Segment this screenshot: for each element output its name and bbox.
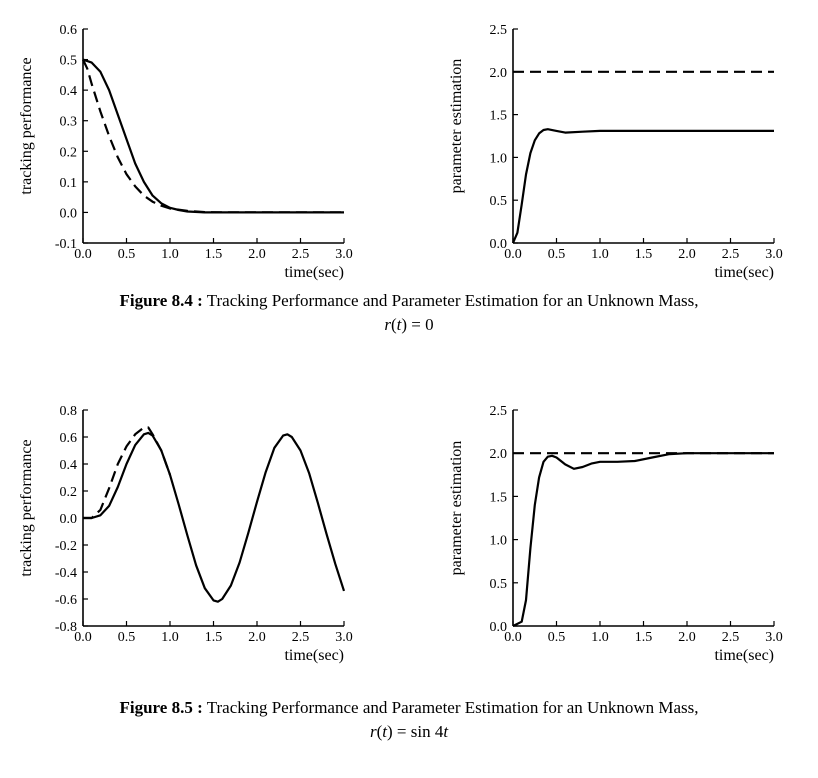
chart-8-4-left-x-tick-label: 0.0 bbox=[74, 247, 92, 262]
chart-8-5-right-x-tick-label: 0.5 bbox=[548, 630, 566, 645]
chart-8-4-right-y-tick-label: 0.0 bbox=[490, 237, 508, 252]
chart-8-5-left-x-tick-label: 2.0 bbox=[248, 630, 266, 645]
chart-8-5-right-y-tick-label: 1.5 bbox=[490, 490, 508, 505]
figure-8-5-eq-arg: t bbox=[382, 722, 387, 741]
chart-8-5-right-y-tick-label: 0.0 bbox=[490, 620, 508, 635]
figure-8-5-eq-tail: t bbox=[443, 722, 449, 741]
chart-8-4-right-y-tick-label: 0.5 bbox=[490, 194, 508, 209]
chart-8-4-left-x-tick-label: 1.5 bbox=[205, 247, 223, 262]
chart-8-5-right: 0.0 0.5 1.0 1.5 2.0 2.5 3.0 0.0 0.5 1.0 1.5 2.0 2.5 t… bbox=[448, 404, 783, 664]
chart-8-4-right-y-tick-label: 1.0 bbox=[490, 151, 508, 166]
chart-8-5-left-series-solid bbox=[83, 431, 346, 603]
chart-8-4-left-x-tick-label: 2.5 bbox=[292, 247, 310, 262]
chart-8-4-left-x-tick-label: 2.0 bbox=[248, 247, 266, 262]
chart-8-4-right-x-tick-label: 2.5 bbox=[722, 247, 740, 262]
chart-8-5-right-x-tick-label: 1.0 bbox=[591, 630, 609, 645]
figure-8-4-eq-arg: t bbox=[396, 315, 402, 334]
figure-8-4-eq-rhs: = 0 bbox=[407, 315, 434, 334]
chart-8-4-left-y-tick-label: 0.3 bbox=[60, 115, 78, 130]
chart-8-4-left-y-tick-label: 0.5 bbox=[60, 54, 78, 69]
figure-8-5-label: Figure 8.5 : bbox=[119, 698, 203, 717]
chart-8-5-left-x-tick-label: 3.0 bbox=[335, 630, 353, 645]
chart-8-5-right-y-tick-label: 2.0 bbox=[490, 447, 508, 462]
chart-8-5-left-x-tick-label: 0.5 bbox=[118, 630, 136, 645]
chart-8-4-left-x-tick-label: 0.5 bbox=[118, 247, 136, 262]
chart-8-4-right-x-axis-label: time(sec) bbox=[714, 264, 774, 281]
chart-8-4-right-x-tick-label: 3.0 bbox=[765, 247, 783, 262]
chart-8-4-right-x-tick-label: 2.0 bbox=[678, 247, 696, 262]
chart-8-4-right-y-tick-label: 2.0 bbox=[490, 66, 508, 81]
chart-8-4-right-x-tick-label: 1.5 bbox=[635, 247, 653, 262]
figure-8-4-equation: r(t) = 0 bbox=[384, 315, 434, 334]
chart-8-4-left-x-tick-label: 1.0 bbox=[161, 247, 179, 262]
chart-8-5-left-x-tick-label: 2.5 bbox=[292, 630, 310, 645]
chart-8-4-left-y-tick-label: 0.6 bbox=[60, 23, 78, 38]
chart-8-4-left-series-solid bbox=[82, 58, 344, 214]
chart-8-4-left-y-tick-label: -0.1 bbox=[55, 237, 77, 252]
chart-8-5-left-y-tick-label: -0.4 bbox=[55, 566, 77, 581]
figure-8-4-label: Figure 8.4 : bbox=[119, 291, 203, 310]
chart-8-5-right-x-tick-label: 2.0 bbox=[678, 630, 696, 645]
chart-8-4-right-y-axis-label: parameter estimation bbox=[448, 59, 465, 194]
figure-8-4-caption: Figure 8.4 : Tracking Performance and Pa… bbox=[0, 290, 818, 312]
chart-8-5-left-x-tick-label: 1.0 bbox=[161, 630, 179, 645]
chart-8-5-left-y-tick-label: -0.2 bbox=[55, 539, 77, 554]
chart-8-5-left-x-tick-label: 1.5 bbox=[205, 630, 223, 645]
chart-8-5-right-x-tick-label: 1.5 bbox=[635, 630, 653, 645]
chart-8-4-right-x-tick-label: 0.0 bbox=[504, 247, 522, 262]
figure-8-5-eq-var: r bbox=[369, 722, 377, 741]
chart-8-4-right-x-tick-label: 1.0 bbox=[591, 247, 609, 262]
chart-8-5-right-y-tick-label: 0.5 bbox=[490, 577, 508, 592]
chart-8-5-left-y-tick-label: -0.8 bbox=[55, 620, 77, 635]
figure-8-5-caption: Figure 8.5 : Tracking Performance and Pa… bbox=[0, 697, 818, 719]
chart-8-5-left-y-tick-label: 0.4 bbox=[60, 458, 78, 473]
chart-8-4-left: 0.0 0.5 1.0 1.5 2.0 2.5 3.0-0.10.00.10.20.30.4… bbox=[18, 23, 353, 281]
chart-8-5-left-x-tick-label: 0.0 bbox=[74, 630, 92, 645]
chart-8-5-left-y-tick-label: -0.6 bbox=[55, 593, 77, 608]
figure-8-4-caption-text: Tracking Performance and Parameter Estim… bbox=[202, 291, 699, 310]
figure-8-4-eq-var: r bbox=[384, 315, 391, 334]
chart-8-5-right-x-tick-label: 3.0 bbox=[765, 630, 783, 645]
chart-8-5-left-y-axis-label: tracking performance bbox=[18, 439, 35, 576]
chart-8-4-left-y-tick-label: 0.0 bbox=[60, 206, 78, 221]
chart-8-5-right-y-tick-label: 2.5 bbox=[490, 404, 508, 419]
figure-8-5-caption-text: Tracking Performance and Parameter Estim… bbox=[202, 698, 699, 717]
chart-8-5-left-y-tick-label: 0.0 bbox=[60, 512, 78, 527]
chart-8-4-left-x-axis-label: time(sec) bbox=[284, 264, 344, 281]
chart-8-5-right-x-tick-label: 2.5 bbox=[722, 630, 740, 645]
chart-8-4-right-x-tick-label: 0.5 bbox=[548, 247, 566, 262]
chart-8-4-right-y-tick-label: 2.5 bbox=[490, 23, 508, 38]
chart-8-4-right: 0.0 0.5 1.0 1.5 2.0 2.5 3.0 0.0 0.5 1.0 1.5 2.0 2.5 t… bbox=[448, 23, 783, 281]
chart-8-4-left-y-tick-label: 0.1 bbox=[60, 176, 78, 191]
figure-8-5-eq-rhs: = sin 4 bbox=[392, 722, 444, 741]
chart-8-5-left-y-tick-label: 0.6 bbox=[60, 431, 78, 446]
chart-8-5-left-x-axis-label: time(sec) bbox=[284, 647, 344, 664]
chart-8-4-left-x-tick-label: 3.0 bbox=[335, 247, 353, 262]
chart-8-4-right-y-tick-label: 1.5 bbox=[490, 109, 508, 124]
chart-8-5-left: 0.0 0.5 1.0 1.5 2.0 2.5 3.0 -0.8 -0.6 -0.4 -0.2 0.0… bbox=[18, 404, 353, 664]
chart-8-4-left-y-tick-label: 0.2 bbox=[60, 145, 78, 160]
chart-8-5-left-y-tick-label: 0.8 bbox=[60, 404, 78, 419]
chart-8-4-left-series-dashed bbox=[82, 59, 344, 214]
chart-8-4-left-y-tick-label: 0.4 bbox=[60, 84, 78, 99]
chart-8-5-right-y-axis-label: parameter estimation bbox=[448, 441, 465, 576]
chart-8-4-left-y-axis-label: tracking performance bbox=[18, 57, 35, 194]
chart-8-4-right-series-solid bbox=[511, 128, 774, 244]
chart-8-5-left-series-dashed bbox=[83, 426, 172, 520]
chart-8-5-left-y-tick-label: 0.2 bbox=[60, 485, 78, 500]
chart-8-5-right-x-axis-label: time(sec) bbox=[714, 647, 774, 664]
chart-8-5-right-y-tick-label: 1.0 bbox=[490, 534, 508, 549]
chart-8-5-right-x-tick-label: 0.0 bbox=[504, 630, 522, 645]
figure-8-5-equation: r(t) = sin 4t bbox=[369, 722, 449, 741]
chart-8-5-right-series-solid bbox=[512, 452, 774, 627]
